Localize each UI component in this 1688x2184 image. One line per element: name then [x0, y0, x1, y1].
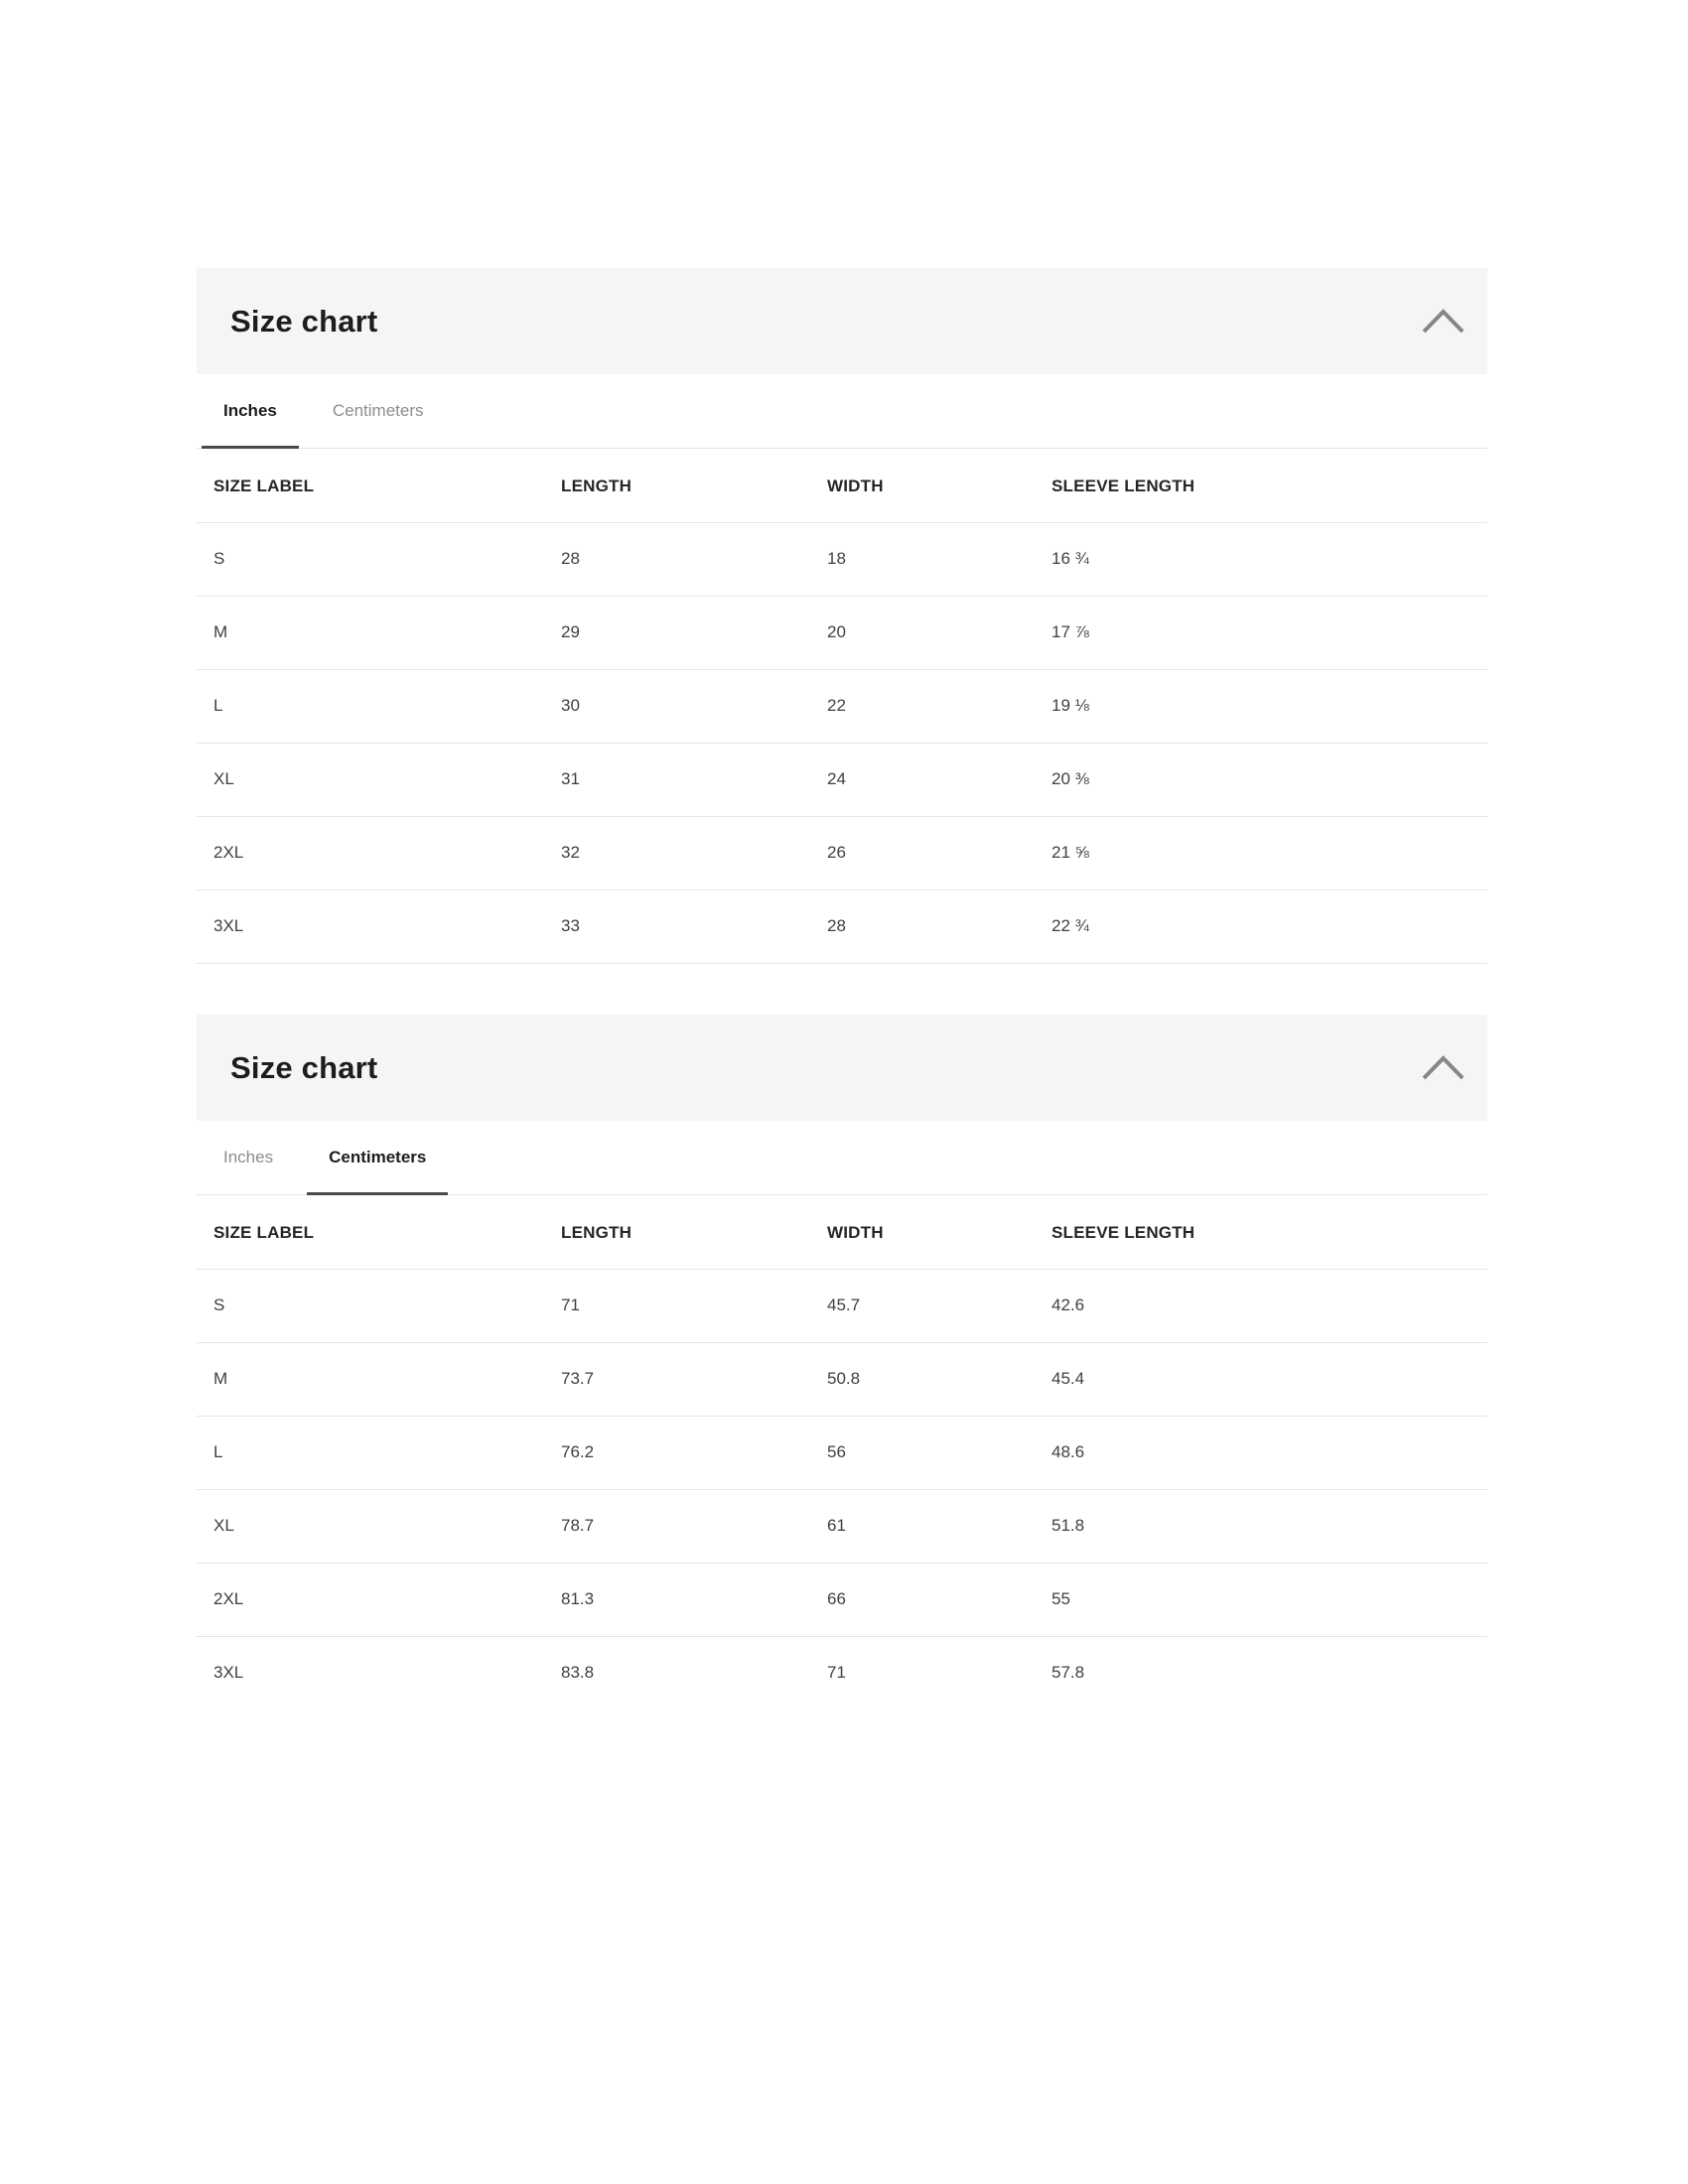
- tab-inches[interactable]: Inches: [202, 374, 299, 449]
- length-cell: 73.7: [561, 1342, 827, 1417]
- table-row: 2XL 32 26 21 ⅝: [197, 816, 1487, 890]
- page-content: Size chart Inches Centimeters SIZE LABEL…: [197, 0, 1487, 1709]
- size-label-cell: XL: [197, 1489, 561, 1564]
- width-cell: 18: [827, 522, 1052, 597]
- table-row: L 30 22 19 ⅛: [197, 669, 1487, 744]
- table-row: M 29 20 17 ⅞: [197, 596, 1487, 670]
- width-cell: 71: [827, 1663, 846, 1682]
- size-chart-title: Size chart: [230, 303, 378, 339]
- column-header-sleeve-length: SLEEVE LENGTH: [1052, 1195, 1487, 1270]
- width-cell: 45.7: [827, 1269, 1052, 1343]
- chevron-up-icon[interactable]: [1420, 1053, 1467, 1082]
- sleeve-length-cell: 21 ⅝: [1052, 816, 1487, 890]
- size-label-cell: 3XL: [213, 1663, 244, 1682]
- tab-centimeters[interactable]: Centimeters: [311, 374, 446, 448]
- length-cell: 29: [561, 596, 827, 670]
- length-cell: 81.3: [561, 1563, 827, 1637]
- size-label-cell: XL: [197, 743, 561, 817]
- length-cell: 30: [561, 669, 827, 744]
- width-cell: 20: [827, 596, 1052, 670]
- width-cell: 61: [827, 1489, 1052, 1564]
- width-cell: 22: [827, 669, 1052, 744]
- size-label-cell: M: [197, 596, 561, 670]
- column-header-size-label: SIZE LABEL: [197, 1195, 561, 1270]
- table-row: XL 31 24 20 ⅜: [197, 743, 1487, 817]
- sleeve-length-cell: 20 ⅜: [1052, 743, 1487, 817]
- length-cell: 71: [561, 1269, 827, 1343]
- table-row: L 76.2 56 48.6: [197, 1416, 1487, 1490]
- length-cell: 31: [561, 743, 827, 817]
- size-label-cell: 3XL: [197, 889, 561, 964]
- sleeve-length-cell: 55: [1052, 1563, 1487, 1637]
- length-cell: 32: [561, 816, 827, 890]
- column-header-width: WIDTH: [827, 449, 1052, 523]
- table-row: S 71 45.7 42.6: [197, 1269, 1487, 1343]
- size-label-cell: L: [197, 669, 561, 744]
- length-cell: 76.2: [561, 1416, 827, 1490]
- size-label-cell: S: [197, 522, 561, 597]
- table-row: 3XL 33 28 22 ¾: [197, 889, 1487, 964]
- sleeve-length-cell: 22 ¾: [1052, 889, 1487, 964]
- size-label-cell: M: [197, 1342, 561, 1417]
- sleeve-length-cell: 51.8: [1052, 1489, 1487, 1564]
- table-header-row: SIZE LABEL LENGTH WIDTH SLEEVE LENGTH: [197, 449, 1487, 523]
- length-cell: 83.8: [561, 1663, 595, 1682]
- size-chart-section-inches: Size chart Inches Centimeters SIZE LABEL…: [197, 268, 1487, 964]
- sleeve-length-cell: 17 ⅞: [1052, 596, 1487, 670]
- size-chart-header[interactable]: Size chart: [197, 268, 1487, 374]
- size-chart-title: Size chart: [230, 1049, 378, 1085]
- sleeve-length-cell: 42.6: [1052, 1269, 1487, 1343]
- table-row: XL 78.7 61 51.8: [197, 1489, 1487, 1564]
- length-cell: 78.7: [561, 1489, 827, 1564]
- size-chart-header[interactable]: Size chart: [197, 1015, 1487, 1121]
- width-cell: 66: [827, 1563, 1052, 1637]
- width-cell: 24: [827, 743, 1052, 817]
- chevron-up-icon[interactable]: [1420, 307, 1467, 336]
- table-row: 3XL 83.8 71 57.8: [197, 1637, 1487, 1710]
- size-label-cell: 2XL: [197, 816, 561, 890]
- tab-inches[interactable]: Inches: [202, 1121, 295, 1194]
- tab-centimeters[interactable]: Centimeters: [307, 1121, 449, 1195]
- column-header-length: LENGTH: [561, 1195, 827, 1270]
- length-cell: 33: [561, 889, 827, 964]
- table-row: M 73.7 50.8 45.4: [197, 1342, 1487, 1417]
- sleeve-length-cell: 19 ⅛: [1052, 669, 1487, 744]
- unit-tabs: Inches Centimeters: [197, 374, 1487, 449]
- column-header-size-label: SIZE LABEL: [197, 449, 561, 523]
- width-cell: 50.8: [827, 1342, 1052, 1417]
- width-cell: 26: [827, 816, 1052, 890]
- column-header-sleeve-length: SLEEVE LENGTH: [1052, 449, 1487, 523]
- sleeve-length-cell: 48.6: [1052, 1416, 1487, 1490]
- size-table-inches: SIZE LABEL LENGTH WIDTH SLEEVE LENGTH S …: [197, 449, 1487, 964]
- table-row: S 28 18 16 ¾: [197, 522, 1487, 597]
- width-cell: 28: [827, 889, 1052, 964]
- size-label-cell: L: [197, 1416, 561, 1490]
- sleeve-length-cell: 45.4: [1052, 1342, 1487, 1417]
- size-label-cell: S: [197, 1269, 561, 1343]
- table-header-row: SIZE LABEL LENGTH WIDTH SLEEVE LENGTH: [197, 1195, 1487, 1270]
- column-header-width: WIDTH: [827, 1195, 1052, 1270]
- unit-tabs: Inches Centimeters: [197, 1121, 1487, 1195]
- column-header-length: LENGTH: [561, 449, 827, 523]
- size-chart-section-centimeters: Size chart Inches Centimeters SIZE LABEL…: [197, 1015, 1487, 1709]
- size-label-cell: 2XL: [197, 1563, 561, 1637]
- size-table-centimeters: SIZE LABEL LENGTH WIDTH SLEEVE LENGTH S …: [197, 1195, 1487, 1709]
- sleeve-length-cell: 57.8: [1052, 1663, 1085, 1682]
- length-cell: 28: [561, 522, 827, 597]
- sleeve-length-cell: 16 ¾: [1052, 522, 1487, 597]
- table-row: 2XL 81.3 66 55: [197, 1563, 1487, 1637]
- width-cell: 56: [827, 1416, 1052, 1490]
